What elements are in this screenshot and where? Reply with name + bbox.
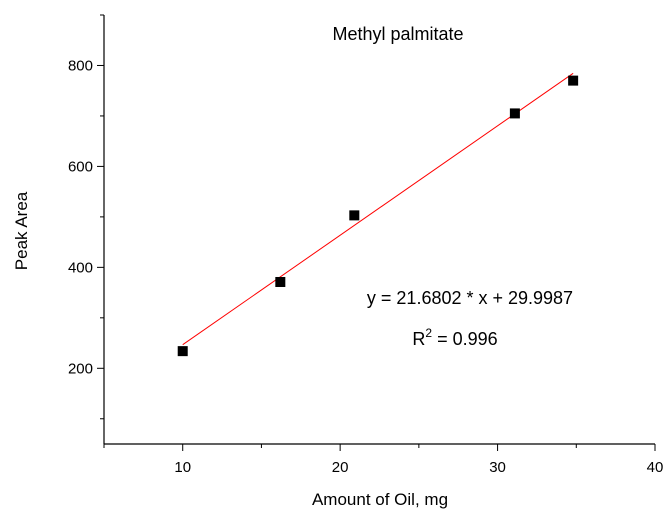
fit-equation: y = 21.6802 * x + 29.9987	[367, 288, 573, 308]
data-points	[177, 75, 579, 357]
y-tick-label: 400	[68, 259, 93, 276]
data-point	[177, 346, 188, 357]
y-tick-label: 200	[68, 360, 93, 377]
x-tick-label: 20	[332, 459, 349, 476]
fit-line	[182, 72, 574, 346]
fit-line-group	[182, 72, 574, 346]
y-tick-label: 800	[68, 57, 93, 74]
x-axis-title: Amount of Oil, mg	[312, 490, 448, 509]
r2-value: = 0.996	[432, 329, 498, 349]
r2-superscript: 2	[425, 326, 432, 340]
data-point	[275, 276, 286, 287]
data-point	[349, 210, 360, 221]
data-point	[568, 75, 579, 86]
x-tick-label: 40	[647, 459, 664, 476]
x-tick-label: 10	[174, 459, 191, 476]
y-axis-title: Peak Area	[12, 191, 31, 270]
r2-prefix: R	[412, 329, 425, 349]
chart-title: Methyl palmitate	[332, 24, 463, 44]
x-tick-label: 30	[489, 459, 506, 476]
y-tick-label: 600	[68, 158, 93, 175]
data-point	[509, 108, 520, 119]
axes	[103, 15, 655, 445]
r-squared-annotation: R2 = 0.996	[412, 326, 497, 349]
tick-marks	[97, 14, 656, 451]
tick-labels: 10 20 30 40 200 400 600 800	[68, 57, 663, 476]
